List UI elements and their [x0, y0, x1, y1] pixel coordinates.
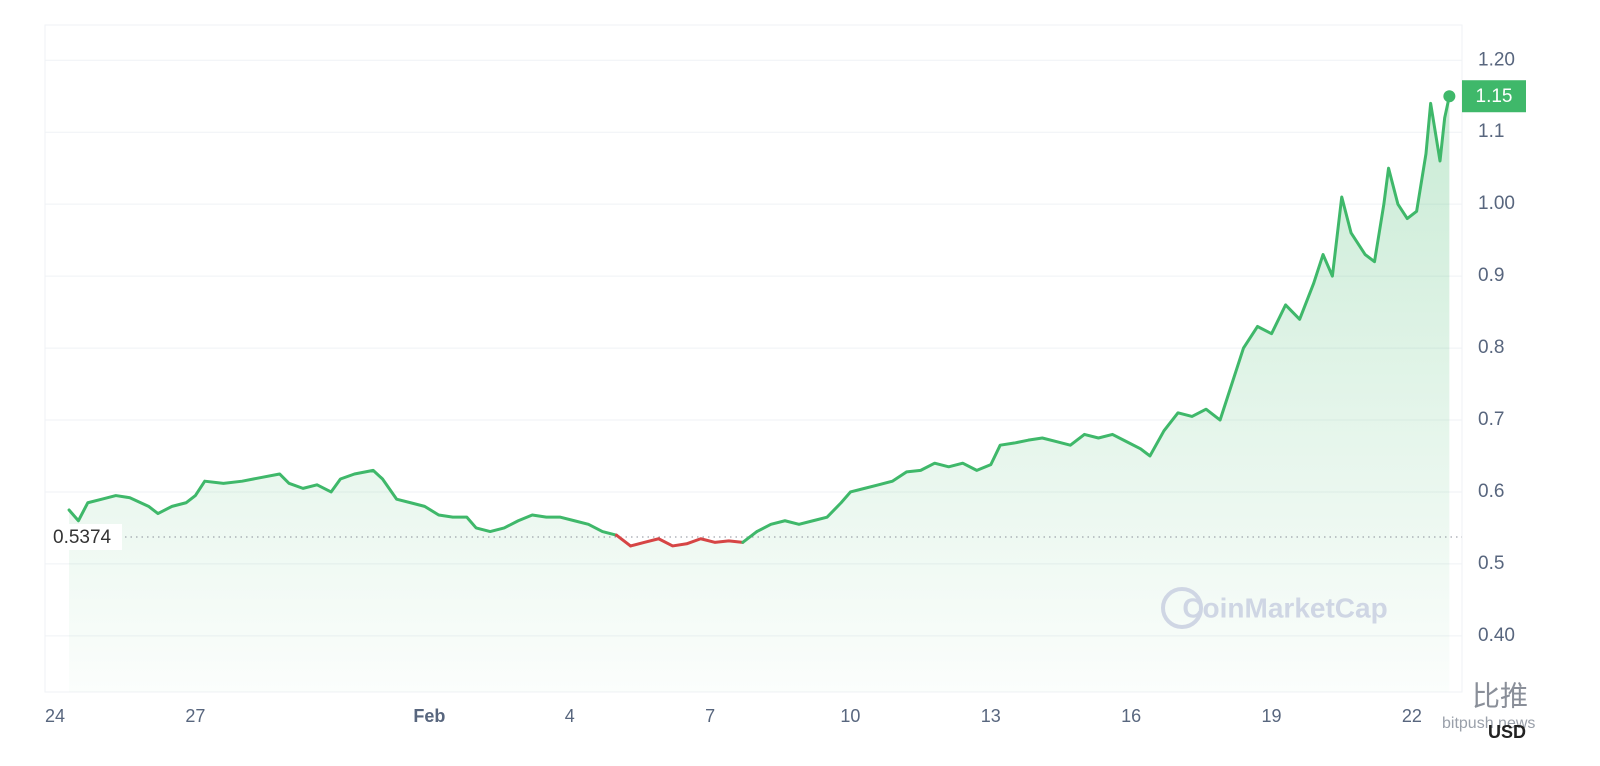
y-tick-label: 1.00	[1478, 193, 1515, 214]
line-connector	[741, 530, 759, 544]
watermark-logo	[1161, 587, 1203, 629]
y-tick-label: 1.1	[1478, 121, 1504, 142]
price-line	[629, 537, 745, 548]
y-tick-label: 1.20	[1478, 49, 1515, 70]
overlay-subtitle: bitpush news	[1442, 715, 1535, 732]
y-tick-label: 0.9	[1478, 265, 1504, 286]
x-tick-label: 27	[185, 706, 205, 726]
price-area	[69, 96, 1450, 692]
y-tick-label: 0.6	[1478, 481, 1504, 502]
price-line	[755, 94, 1451, 534]
label-layer: 0.40 0.5 0.6 0.7 0.8 0.9 1.00 1.1 1.20 24 27 Feb 4 7 1…	[45, 49, 1526, 726]
x-tick-label: 16	[1121, 706, 1141, 726]
baseline-label: 0.5374	[53, 527, 112, 548]
last-point	[1443, 90, 1456, 103]
currency-label: USD	[1488, 722, 1526, 742]
x-tick-label: 7	[705, 706, 715, 726]
y-tick-label: 0.7	[1478, 409, 1504, 430]
price-line	[67, 468, 618, 537]
price-tag-label: 1.15	[1476, 86, 1513, 107]
overlay-title: 比推	[1472, 680, 1528, 711]
x-tick-label: Feb	[413, 706, 445, 726]
y-tick-label: 0.5	[1478, 553, 1504, 574]
y-tick-label: 0.40	[1478, 625, 1515, 646]
baseline-label-bg	[48, 524, 122, 551]
x-tick-label: 4	[565, 706, 575, 726]
line-layer	[67, 90, 1462, 548]
x-tick-label: 19	[1262, 706, 1282, 726]
x-tick-label: 24	[45, 706, 65, 726]
x-tick-label: 13	[981, 706, 1001, 726]
y-tick-label: 0.8	[1478, 337, 1504, 358]
x-tick-label: 10	[840, 706, 860, 726]
watermark: CoinMarketCap	[1182, 592, 1387, 623]
price-tag	[1462, 80, 1526, 113]
area-layer	[69, 96, 1450, 692]
x-tick-label: 22	[1402, 706, 1422, 726]
line-connector	[614, 533, 633, 548]
